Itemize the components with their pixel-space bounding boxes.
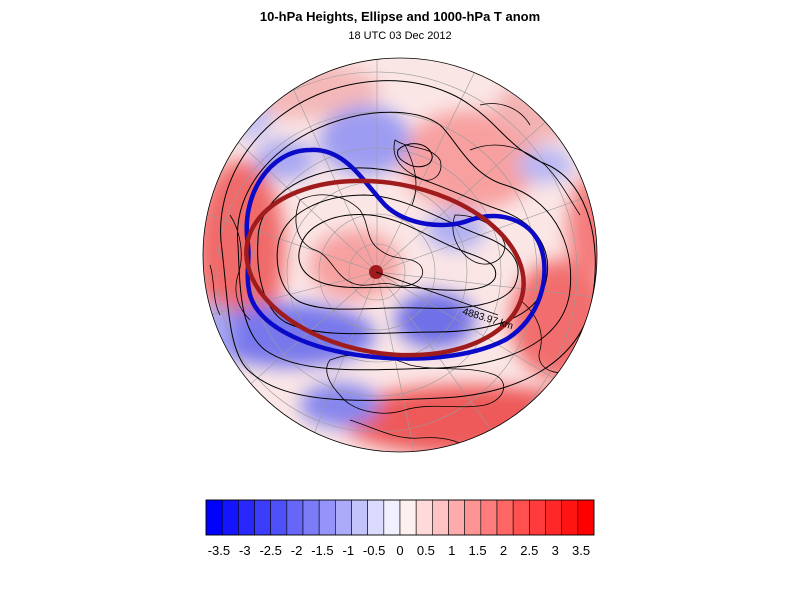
- colorbar-tick-label: 1: [448, 543, 455, 558]
- colorbar-swatch: [432, 499, 449, 536]
- colorbar-tick-label: 3.5: [572, 543, 590, 558]
- colorbar-tick-label: 3: [552, 543, 559, 558]
- colorbar-swatch: [448, 499, 465, 536]
- colorbar-tick-label: -3.5: [208, 543, 230, 558]
- fitted-ellipse: [244, 178, 526, 358]
- colorbar-swatch: [480, 499, 498, 536]
- colorbar-swatch: [221, 499, 239, 536]
- coastlines: [209, 103, 581, 452]
- colorbar-swatch: [205, 499, 223, 536]
- colorbar-swatch: [335, 499, 352, 536]
- colorbar-swatch: [577, 499, 595, 536]
- colorbar-swatch: [383, 499, 401, 536]
- colorbar-swatch: [254, 499, 271, 536]
- colorbar-tick-label: -0.5: [363, 543, 385, 558]
- colorbar-swatch: [399, 499, 417, 536]
- colorbar-tick-label: 2: [500, 543, 507, 558]
- colorbar-swatch: [529, 499, 546, 536]
- colorbar-tick-label: 1.5: [469, 543, 487, 558]
- colorbar-tick-label: -1.5: [311, 543, 333, 558]
- colorbar-tick-label: -3: [239, 543, 251, 558]
- colorbar-swatch: [367, 499, 385, 536]
- colorbar-tick-label: -2: [291, 543, 303, 558]
- highlighted-height-contour: [244, 147, 547, 361]
- colorbar-tick-label: 0.5: [417, 543, 435, 558]
- map-subtitle: 18 UTC 03 Dec 2012: [348, 30, 452, 42]
- colorbar-tick-label: 2.5: [520, 543, 538, 558]
- colorbar-swatch: [464, 499, 482, 536]
- globe-outline: [202, 57, 598, 453]
- colorbar-swatch: [561, 499, 579, 536]
- colorbar-tick-labels: -3.5 -3 -2.5 -2 -1.5 -1 -0.5 0 0.5 1 1.5 2 2.5 3 3.5: [208, 543, 590, 558]
- colorbar-swatches: [205, 499, 595, 536]
- colorbar-swatch: [545, 499, 562, 536]
- colorbar-tick-label: -2.5: [259, 543, 281, 558]
- colorbar-swatch: [512, 499, 530, 536]
- colorbar-frame: [205, 499, 595, 536]
- colorbar-swatch: [302, 499, 320, 536]
- colorbar-swatch: [496, 499, 514, 536]
- ellipse-axis-line: [375, 271, 499, 316]
- colorbar-swatch: [351, 499, 368, 536]
- colorbar-tick-label: -1: [342, 543, 354, 558]
- map-title: 10-hPa Heights, Ellipse and 1000-hPa T a…: [259, 9, 541, 24]
- colorbar-tick-label: 0: [396, 543, 403, 558]
- colorbar-swatch: [415, 499, 433, 536]
- colorbar-swatch: [238, 499, 255, 536]
- colorbar-swatch: [270, 499, 288, 536]
- height-contours: [220, 80, 596, 401]
- colorbar-swatch: [286, 499, 304, 536]
- colorbar-swatch: [318, 499, 336, 536]
